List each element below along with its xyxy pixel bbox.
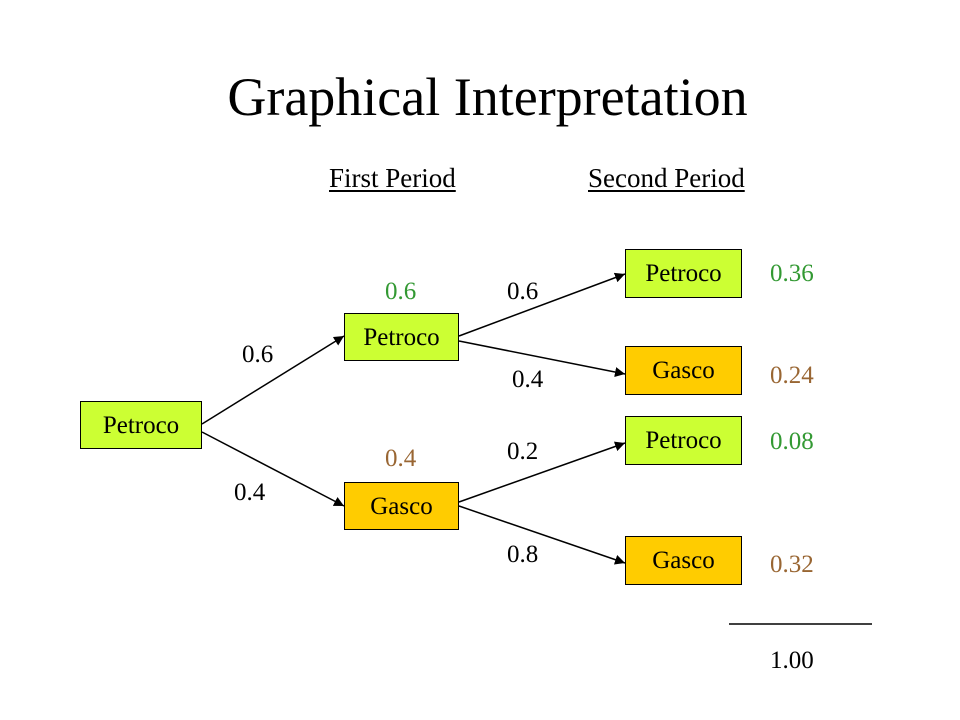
outcome-prob-petroco-gasco: 0.24 bbox=[770, 362, 814, 389]
edge-gasco-petroco bbox=[458, 441, 626, 503]
root-node-petroco: Petroco bbox=[80, 401, 202, 449]
branch-prob-gasco-petroco: 0.2 bbox=[507, 438, 539, 465]
edge-gasco-gasco bbox=[458, 505, 626, 565]
outcome-total: 1.00 bbox=[770, 647, 814, 674]
period1-node-petroco: Petroco bbox=[344, 313, 459, 361]
edge-petroco-gasco bbox=[458, 340, 626, 377]
slide-title: Graphical Interpretation bbox=[227, 67, 748, 127]
period2-node-petroco-gasco: Gasco bbox=[625, 346, 742, 395]
period2-node-gasco-gasco: Gasco bbox=[625, 536, 742, 585]
state-prob-gasco: 0.4 bbox=[385, 445, 417, 472]
edge-root-petroco bbox=[201, 335, 345, 425]
branch-prob-root-gasco: 0.4 bbox=[234, 479, 266, 506]
branch-prob-petroco-petroco: 0.6 bbox=[507, 278, 539, 305]
outcome-prob-gasco-gasco: 0.32 bbox=[770, 551, 814, 578]
outcome-prob-petroco-petroco: 0.36 bbox=[770, 260, 814, 287]
period1-node-gasco: Gasco bbox=[344, 482, 459, 530]
first-period-header: First Period bbox=[329, 163, 456, 193]
period2-node-gasco-petroco: Petroco bbox=[625, 416, 742, 465]
branch-prob-gasco-gasco: 0.8 bbox=[507, 541, 539, 568]
second-period-header: Second Period bbox=[588, 163, 745, 193]
outcome-prob-gasco-petroco: 0.08 bbox=[770, 428, 814, 455]
period2-node-petroco-petroco: Petroco bbox=[625, 249, 742, 298]
edge-petroco-petroco bbox=[458, 272, 626, 337]
branch-prob-petroco-gasco: 0.4 bbox=[512, 366, 544, 393]
edge-root-gasco bbox=[201, 431, 345, 507]
state-prob-petroco: 0.6 bbox=[385, 278, 417, 305]
branch-prob-root-petroco: 0.6 bbox=[242, 341, 274, 368]
